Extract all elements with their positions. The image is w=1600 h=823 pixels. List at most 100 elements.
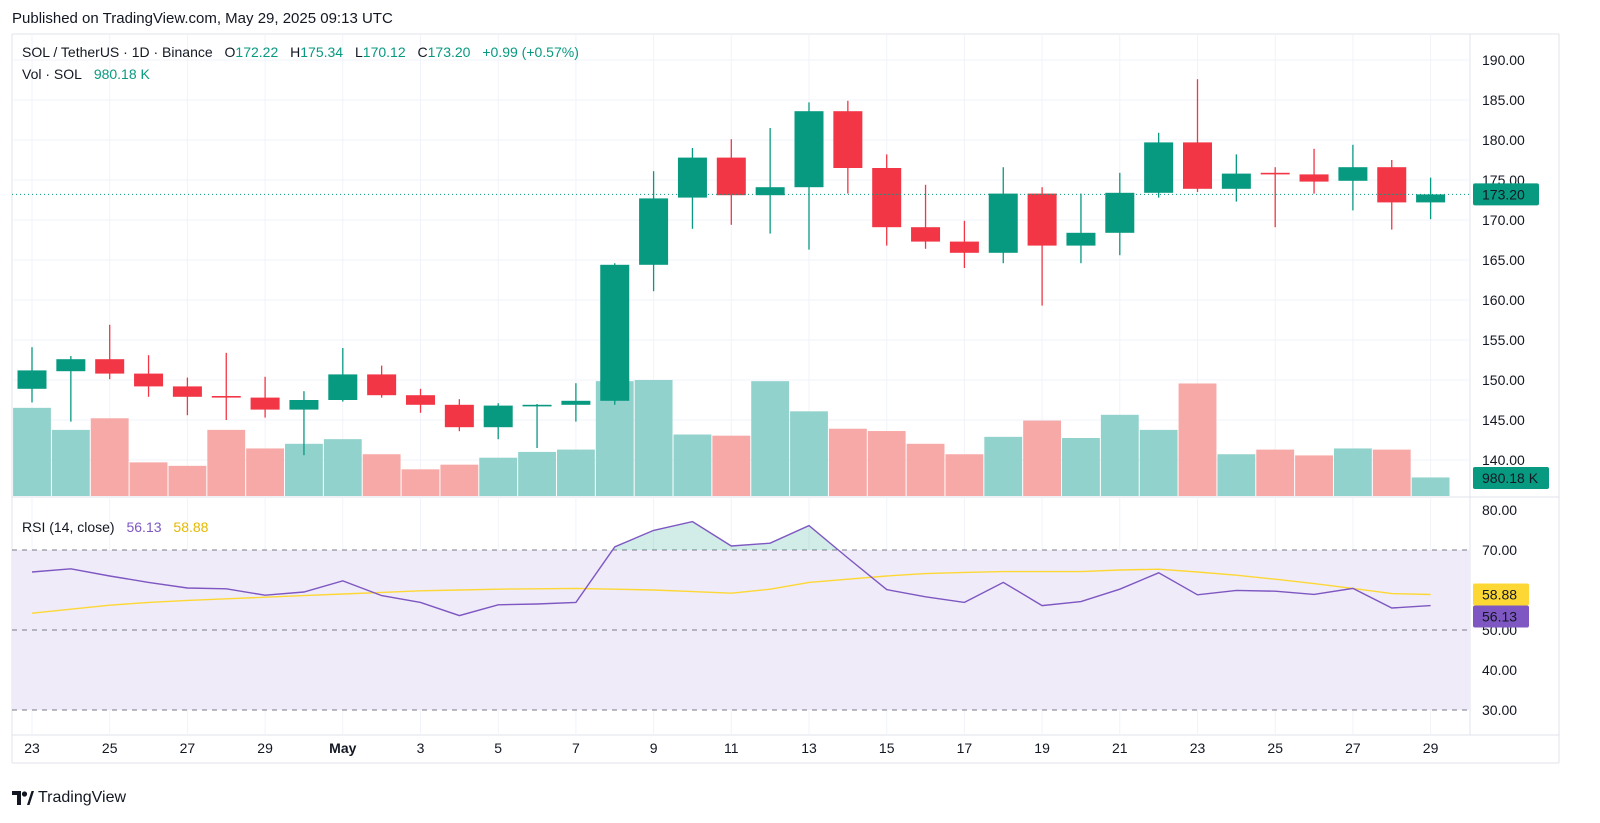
volume-label[interactable]: Vol · SOL [22,66,82,82]
volume-bar[interactable] [129,462,168,496]
candle-body[interactable] [444,404,474,428]
candle-body[interactable] [755,187,785,196]
volume-bar[interactable] [906,443,945,496]
candle-body[interactable] [1066,232,1096,246]
price-tick-label: 150.00 [1482,372,1525,388]
candle-body[interactable] [1027,193,1057,246]
volume-bar[interactable] [634,380,673,496]
time-tick-label: 23 [1190,740,1206,756]
candle-body[interactable] [367,374,397,396]
candle-body[interactable] [911,227,941,242]
price-tick-label: 190.00 [1482,52,1525,68]
candle-body[interactable] [872,168,902,228]
candle-body[interactable] [406,395,435,405]
volume-bar[interactable] [790,411,828,496]
candle-body[interactable] [988,193,1018,253]
time-tick-label: 19 [1034,740,1050,756]
candle-body[interactable] [483,405,513,428]
candle-body[interactable] [328,374,358,400]
rsi-ma-badge-label: 58.88 [1482,586,1517,602]
volume-bar[interactable] [246,448,285,496]
volume-bar[interactable] [51,429,90,496]
symbol-name[interactable]: SOL / TetherUS · 1D · Binance [22,44,213,60]
volume-bar[interactable] [867,431,906,496]
candle-body[interactable] [1338,167,1368,181]
time-tick-label: May [329,740,356,756]
candle-body[interactable] [1299,174,1329,182]
volume-bar[interactable] [518,451,556,496]
candle-body[interactable] [172,386,202,397]
volume-bar[interactable] [1178,383,1217,496]
open-value: 172.22 [235,44,279,60]
candle-body[interactable] [561,400,591,405]
rsi-badge-label: 56.13 [1482,608,1517,624]
volume-bar[interactable] [1062,438,1100,496]
candle-body[interactable] [833,111,863,168]
volume-bar[interactable] [1139,429,1178,496]
volume-bar[interactable] [556,449,595,496]
volume-bar[interactable] [984,436,1023,496]
volume-bar[interactable] [323,439,362,496]
candle-body[interactable] [600,264,630,401]
volume-bar[interactable] [945,454,984,496]
candle-body[interactable] [56,359,86,372]
candle-body[interactable] [17,370,47,389]
candle-body[interactable] [639,198,669,265]
rsi-ma-line[interactable] [31,568,1431,614]
candle-body[interactable] [677,157,707,198]
volume-bar[interactable] [440,464,479,496]
candle-body[interactable] [716,157,746,196]
volume-bar[interactable] [362,454,401,496]
candle-body[interactable] [949,241,979,253]
candle-body[interactable] [794,111,824,188]
published-caption: Published on TradingView.com, May 29, 20… [12,10,393,27]
candle-body[interactable] [1416,194,1446,203]
close-label: C [417,44,428,60]
rsi-value: 56.13 [126,519,162,535]
candle-body[interactable] [250,397,280,410]
candle-body[interactable] [95,359,125,374]
candle-body[interactable] [522,404,552,407]
volume-bar[interactable] [168,465,207,496]
candle-body[interactable] [211,396,241,398]
tradingview-brand[interactable]: TradingView [12,789,126,807]
volume-bar[interactable] [1023,420,1062,496]
volume-bar[interactable] [479,457,518,496]
volume-bar[interactable] [1333,448,1372,496]
volume-bar[interactable] [90,418,129,496]
rsi-ma-value: 58.88 [173,519,209,535]
candle-body[interactable] [1260,172,1290,175]
candle-body[interactable] [1144,142,1174,193]
volume-bar[interactable] [401,469,440,496]
volume-bar[interactable] [1411,477,1450,496]
volume-bar[interactable] [1295,455,1333,496]
volume-bar[interactable] [1217,454,1256,496]
candle-body[interactable] [1221,173,1251,189]
candle-body[interactable] [1105,192,1135,233]
volume-bar[interactable] [1256,449,1295,496]
last-price-label: 173.20 [1482,186,1525,202]
symbol-legend: SOL / TetherUS · 1D · Binance O172.22 H1… [22,44,579,60]
time-tick-label: 23 [24,740,40,756]
candle-body[interactable] [289,400,319,410]
volume-bar[interactable] [1100,414,1139,496]
volume-bar[interactable] [13,407,51,496]
volume-bar[interactable] [1372,449,1411,496]
time-tick-label: 5 [494,740,502,756]
volume-badge-label: 980.18 K [1482,470,1539,486]
rsi-line[interactable] [31,520,1431,617]
candle-body[interactable] [1377,167,1407,203]
high-label: H [290,44,301,60]
candle-body[interactable] [134,373,164,387]
volume-bar[interactable] [673,434,712,496]
volume-bar[interactable] [828,428,867,496]
time-tick-label: 9 [650,740,658,756]
volume-bar[interactable] [751,381,790,496]
candle-body[interactable] [1183,142,1212,189]
volume-bar[interactable] [712,435,751,496]
low-label: L [354,44,363,60]
volume-bar[interactable] [207,429,246,496]
rsi-legend: RSI (14, close) 56.13 58.88 [22,519,208,535]
rsi-label[interactable]: RSI (14, close) [22,519,115,535]
